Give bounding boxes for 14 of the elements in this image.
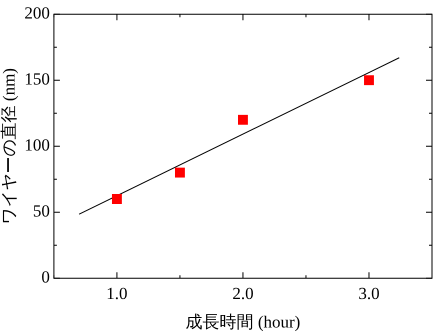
point (364, 75, 374, 86)
y-tick-label: 100 (24, 136, 50, 155)
x-tick-label: 2.0 (232, 284, 254, 303)
y-tick-label: 0 (41, 268, 50, 287)
y-tick-label: 200 (24, 4, 50, 23)
point (174, 168, 185, 178)
x-tick-label: 3.0 (358, 284, 380, 303)
point (238, 114, 248, 125)
y-tick-label: 50 (32, 202, 50, 221)
x-tick-label: 1.0 (106, 284, 128, 303)
y-axis-title: ワイヤーの直径 (nm) (0, 68, 19, 224)
y-tick-label: 150 (24, 70, 50, 89)
point (112, 194, 122, 204)
x-axis-title: 成長時間 (hour) (186, 312, 300, 332)
